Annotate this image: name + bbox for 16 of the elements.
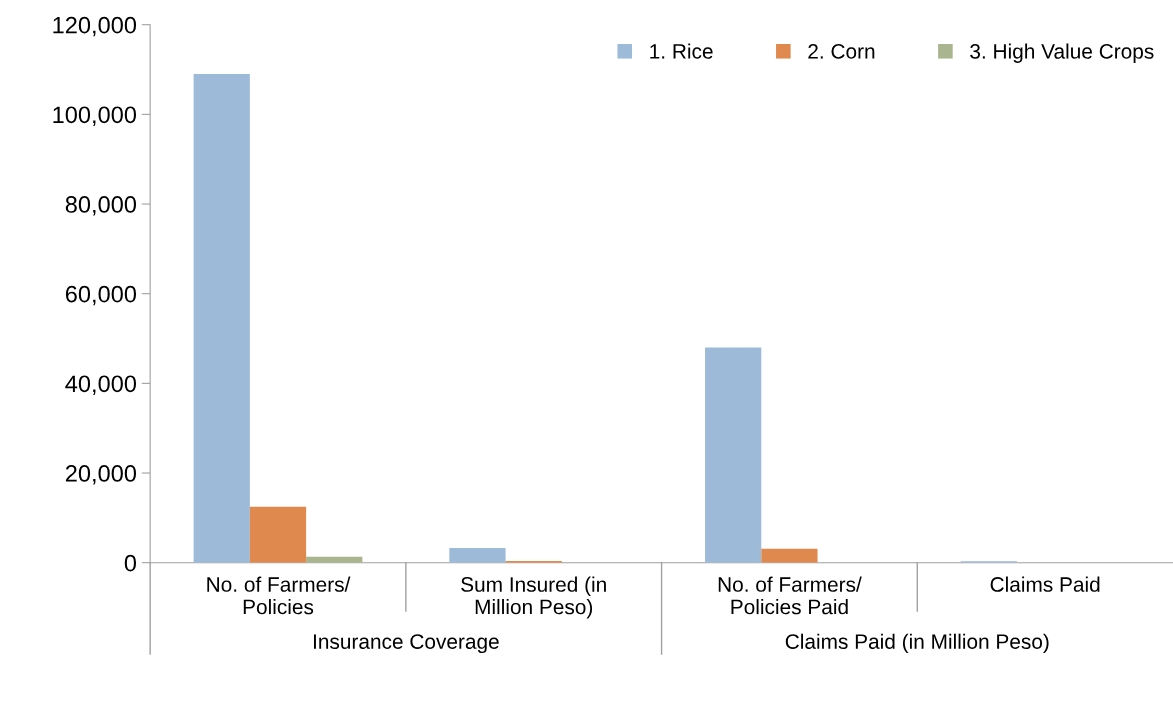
legend-label: 3. High Value Crops xyxy=(970,43,1154,63)
y-tick-label: 100,000 xyxy=(53,106,137,126)
y-tick-label: 20,000 xyxy=(65,465,137,485)
x-tick-label: Claims Paid xyxy=(990,576,1100,592)
legend-label: 1. Rice xyxy=(650,43,713,59)
x-tick-label: Sum Insured (in Million Peso) xyxy=(461,576,606,619)
y-tick-label: 60,000 xyxy=(65,285,137,306)
y-tick-label: 0 xyxy=(124,554,137,572)
text: Insurance Coverage xyxy=(313,634,499,654)
text: Claims Paid (in Million Peso) xyxy=(785,633,1049,654)
y-tick-label: 40,000 xyxy=(65,375,137,395)
y-tick-label: 80,000 xyxy=(65,196,137,216)
x-tick-label: No. of Farmers/ Policies Paid xyxy=(718,576,862,615)
y-tick-label: 120,000 xyxy=(53,16,137,37)
legend-label: 2. Corn xyxy=(808,44,875,59)
x-tick-label: No. of Farmers/ Policies xyxy=(207,576,351,615)
